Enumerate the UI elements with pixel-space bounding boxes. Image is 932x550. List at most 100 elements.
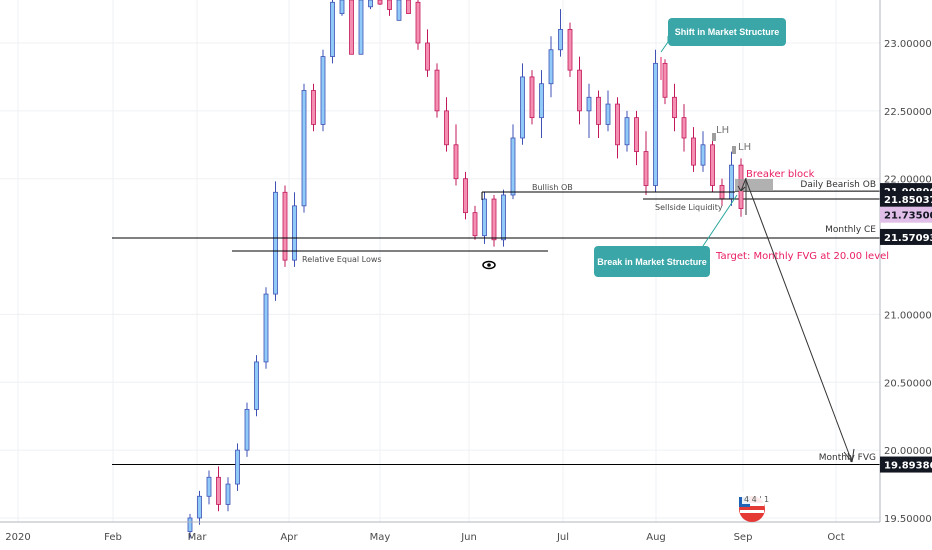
x-tick-label: Apr: [280, 532, 298, 543]
candle-body: [273, 191, 278, 295]
candle-body: [634, 117, 639, 152]
x-tick-label: Oct: [827, 532, 844, 543]
level-lines: [112, 190, 880, 466]
break-in-structure-callout[interactable]: Break in Market Structure: [594, 194, 738, 277]
candle-body: [254, 361, 259, 410]
candle-body: [643, 151, 649, 186]
monthly-ce-label: Monthly CE: [825, 225, 876, 235]
y-tick-label: 21.00000: [884, 310, 932, 321]
monthly-fvg-label: Monthly FVG: [819, 453, 876, 463]
candle-body: [377, 0, 383, 5]
y-tick-label: 22.00000: [884, 175, 932, 186]
price-tag: [880, 456, 932, 473]
candle-body: [387, 0, 392, 10]
candle-body: [339, 0, 345, 14]
candle-body: [539, 83, 544, 119]
candle-body: [681, 117, 687, 139]
candle-body: [453, 144, 459, 180]
lh-label-1: LH: [716, 125, 729, 136]
shift-in-structure-text: Shift in Market Structure: [675, 27, 780, 37]
candle-body: [311, 90, 316, 125]
candle-body: [415, 1, 421, 44]
candle-body: [729, 164, 734, 200]
candle-body: [596, 96, 601, 125]
candle-body: [548, 49, 554, 85]
candle-body: [463, 178, 468, 214]
y-tick-label: 20.00000: [884, 446, 932, 457]
daily-bearish-ob-label: Daily Bearish OB: [800, 180, 876, 190]
candle-body: [700, 144, 706, 166]
lh-label-2: LH: [738, 142, 751, 153]
flag-badge-icon: 4 4 ' 1: [739, 492, 778, 522]
y-tick-label: 22.50000: [884, 107, 932, 118]
candle-body: [586, 96, 592, 112]
candle-body: [349, 0, 354, 55]
y-tick-label: 23.00000: [884, 39, 932, 50]
candle-body: [330, 1, 335, 57]
candle-body: [292, 205, 297, 261]
y-axis-ticks: 23.00000 22.50000 22.00000 21.00000 20.50000…: [884, 39, 932, 525]
price-tag-label: 19.89386: [884, 461, 932, 472]
x-tick-label: Aug: [646, 532, 666, 543]
candle-body: [662, 62, 668, 98]
candle-body: [216, 476, 221, 505]
breaker-block-label: Breaker block: [746, 169, 815, 180]
candle-body: [396, 0, 402, 21]
candle-body: [605, 103, 611, 125]
price-tag-label: 21.73500: [884, 211, 932, 222]
target-projection-arrow: [737, 177, 855, 463]
price-tag: [880, 191, 932, 208]
candle-body: [187, 517, 193, 532]
sellside-liquidity-label: Sellside Liquidity: [655, 203, 723, 212]
candle-body: [520, 76, 525, 139]
relative-equal-lows-label: Relative Equal Lows: [302, 255, 382, 264]
price-tag: [880, 228, 932, 245]
target-label: Target: Monthly FVG at 20.00 level: [715, 251, 889, 262]
price-tag-label: 21.85037: [884, 195, 932, 206]
candle-body: [482, 198, 487, 237]
y-tick-label: 19.50000: [884, 514, 932, 525]
candle-body: [434, 69, 440, 112]
x-tick-label: Jun: [460, 532, 477, 543]
x-tick-label: May: [370, 532, 391, 543]
price-tag-label: 21.57093: [884, 233, 932, 244]
x-axis-ticks: 2020 Feb Mar Apr May Jun Jul Aug Sep Oct: [5, 532, 844, 543]
x-tick-label: Sep: [734, 532, 753, 543]
price-tag: [880, 206, 932, 223]
candle-body: [235, 449, 240, 485]
candle-body: [615, 103, 620, 146]
eye-icon: [482, 260, 496, 270]
candle-body: [282, 191, 288, 261]
candle-body: [444, 110, 449, 146]
candle-body: [244, 409, 250, 451]
candle-body: [197, 495, 202, 519]
shift-in-structure-callout[interactable]: Shift in Market Structure: [660, 18, 786, 80]
candle-body: [425, 42, 430, 71]
x-tick-label: 2020: [5, 532, 30, 543]
breaker-block-box[interactable]: [735, 179, 773, 191]
candle-body: [691, 137, 696, 166]
candle-body: [529, 76, 535, 119]
candle-body: [225, 483, 231, 505]
candle-body: [472, 212, 478, 237]
lh-marker-1: [712, 133, 716, 141]
break-in-structure-text: Break in Market Structure: [597, 257, 707, 267]
candle-body: [710, 144, 715, 186]
candle-body: [263, 293, 269, 363]
candle-body: [206, 476, 212, 497]
candle-body: [624, 117, 630, 146]
candle-body: [368, 0, 373, 8]
candle-body: [301, 90, 307, 207]
chart-grid: [0, 0, 880, 522]
candle-body: [501, 194, 506, 241]
x-tick-label: Jul: [556, 532, 569, 543]
candle-body: [653, 62, 658, 186]
candle-body: [672, 96, 677, 119]
candle-body: [358, 0, 364, 55]
lh-marker-2: [732, 146, 736, 154]
candle-body: [491, 198, 497, 241]
x-tick-label: Feb: [104, 532, 122, 543]
candle-body: [320, 56, 326, 125]
